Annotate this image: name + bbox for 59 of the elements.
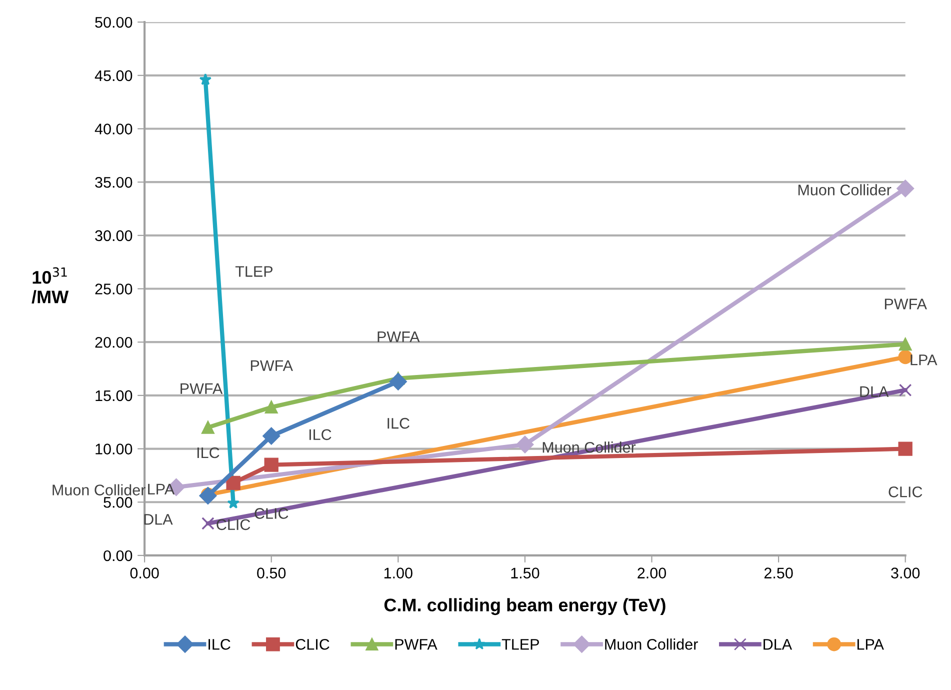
legend-label: TLEP xyxy=(502,639,539,650)
x-tick-label: 0.50 xyxy=(257,568,286,578)
annotation: ILC xyxy=(388,418,410,429)
annotation: TLEP xyxy=(235,266,273,277)
annotation: DLA xyxy=(860,386,889,397)
annotation: ILC xyxy=(309,429,332,440)
y-tick-label: 30.00 xyxy=(95,230,132,242)
annotation: ILC xyxy=(197,447,220,458)
point xyxy=(264,458,278,472)
annotation: Muon Collider xyxy=(798,184,892,196)
annotation: PWFA xyxy=(378,332,420,342)
point xyxy=(202,421,214,434)
x-axis-title: C.M. colliding beam energy (TeV) xyxy=(384,598,666,616)
annotation: PWFA xyxy=(180,383,223,394)
point xyxy=(389,372,407,390)
point xyxy=(898,350,912,364)
x-tick-label: 1.00 xyxy=(384,568,412,578)
annotation: DLA xyxy=(144,514,173,525)
point xyxy=(199,487,217,504)
x-tick-label: 0.00 xyxy=(130,568,159,578)
annotation: LPA xyxy=(910,354,938,366)
point xyxy=(898,384,912,396)
legend-label: DLA xyxy=(764,639,792,650)
x-tick-label: 2.00 xyxy=(638,568,666,578)
y-tick-label: 0.00 xyxy=(104,550,132,562)
point xyxy=(226,476,240,490)
x-tick-label: 2.50 xyxy=(764,568,793,578)
legend-label: CLIC xyxy=(296,638,330,650)
y-tick-label: 50.00 xyxy=(95,16,132,28)
y-axis-title: 10$^{31}$ /MW xyxy=(32,267,69,304)
annotation: LPA xyxy=(148,484,175,494)
x-tick-label: 3.00 xyxy=(891,568,920,578)
point xyxy=(898,442,912,456)
point xyxy=(202,517,214,530)
annotation: CLIC xyxy=(888,486,922,498)
y-tick-label: 20.00 xyxy=(95,336,132,348)
point xyxy=(516,436,534,454)
point xyxy=(898,338,912,351)
point xyxy=(896,180,914,198)
annotation: PWFA xyxy=(884,298,927,310)
legend-label: ILC xyxy=(208,638,230,650)
legend-label: PWFA xyxy=(395,639,438,650)
y-tick-label: 25.00 xyxy=(95,284,132,294)
annotation: Muon Collider xyxy=(52,484,146,496)
legend-label: LPA xyxy=(857,639,884,650)
point xyxy=(262,427,280,445)
legend-label: Muon Collider xyxy=(605,638,698,650)
point xyxy=(264,400,278,414)
y-tick-label: 10.00 xyxy=(96,444,132,454)
y-tick-label: 40.00 xyxy=(94,124,132,134)
y-tick-label: 35.00 xyxy=(95,176,132,188)
annotation: CLIC xyxy=(216,519,250,530)
x-tick-label: 1.50 xyxy=(511,568,540,578)
annotation: PWFA xyxy=(250,360,293,371)
y-tick-label: 15.00 xyxy=(96,390,132,402)
y-tick-label: 5.00 xyxy=(104,496,132,508)
y-tick-label: 45.00 xyxy=(94,70,132,82)
annotation: Muon Collider xyxy=(542,442,636,453)
point xyxy=(199,73,212,86)
